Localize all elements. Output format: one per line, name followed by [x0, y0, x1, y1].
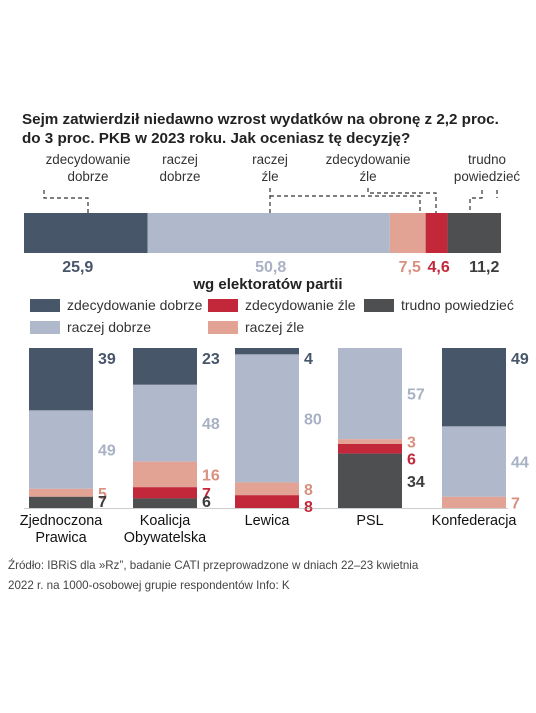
footnote-line-1: Źródło: IBRiS dla »Rz”, badanie CATI prz…: [8, 559, 419, 572]
party-bar-lewica-zdecydowanie-dobrze: [235, 348, 299, 355]
legend-label: zdecydowanie dobrze: [67, 297, 203, 313]
category-label-zdecydowanie-dobrze: zdecydowanie dobrze: [45, 152, 131, 184]
party-value-lewica-zdecydowanie-dobrze: 4: [304, 351, 313, 368]
leader-line-1: [43, 190, 89, 213]
party-bar-koalicja-trudno-powiedziec: [133, 498, 197, 508]
value-label-raczej-zle: 7,5: [399, 259, 421, 276]
legend-swatch: [364, 298, 394, 312]
party-value-konfederacja-raczej-zle: 7: [511, 495, 520, 512]
title-line-2: do 3 proc. PKB w 2023 roku. Jak oceniasz…: [22, 130, 411, 147]
party-value-lewica-zdecydowanie-zle: 8: [304, 499, 313, 516]
party-bar-zjednoczona-raczej-zle: [29, 488, 93, 497]
leader-line-5: [469, 190, 483, 213]
party-value-lewica-raczej-dobrze: 80: [304, 411, 322, 428]
party-bar-psl-trudno-powiedziec: [338, 453, 402, 508]
party-value-koalicja-raczej-zle: 16: [202, 467, 220, 484]
legend-item-raczej-zle: raczej źle: [208, 319, 304, 335]
bar-segment-raczej-dobrze: [147, 213, 390, 253]
party-value-konfederacja-zdecydowanie-dobrze: 49: [511, 351, 529, 368]
party-label-zjednoczona-line2: Prawica: [35, 530, 86, 546]
party-bar-lewica-raczej-zle: [235, 482, 299, 496]
leader-line-4: [367, 188, 437, 213]
party-bar-zjednoczona-zdecydowanie-dobrze: [29, 348, 93, 411]
party-label-koalicja: Koalicja: [140, 513, 190, 529]
legend-label: raczej źle: [245, 319, 305, 335]
party-bar-psl-raczej-dobrze: [338, 348, 402, 440]
party-bar-koalicja-raczej-dobrze: [133, 384, 197, 462]
category-label-zdecydowanie-zle: zdecydowanie źle: [325, 152, 411, 184]
legend-label: zdecydowanie źle: [245, 297, 356, 313]
section-title: wg elektoratów partii: [193, 276, 343, 293]
party-bar-konfederacja-raczej-dobrze: [442, 426, 506, 497]
bar-segment-raczej-zle: [389, 213, 426, 253]
legend-label: trudno powiedzieć: [401, 297, 514, 313]
party-value-psl-raczej-dobrze: 57: [407, 387, 425, 404]
party-bar-zjednoczona-trudno-powiedziec: [29, 496, 93, 508]
party-bar-koalicja-raczej-zle: [133, 461, 197, 488]
party-bar-zjednoczona-raczej-dobrze: [29, 410, 93, 489]
party-label-koalicja-line2: Obywatelska: [124, 530, 206, 546]
party-label-psl: PSL: [356, 513, 383, 529]
legend-swatch: [30, 320, 60, 334]
legend-swatch: [30, 298, 60, 312]
category-label-trudno-powiedziec: trudno powiedzieć: [453, 152, 521, 184]
value-label-trudno-powiedziec: 11,2: [469, 259, 499, 276]
bar-segment-zdecydowanie-dobrze: [24, 213, 148, 253]
party-value-koalicja-zdecydowanie-dobrze: 23: [202, 351, 220, 368]
title-line-1: Sejm zatwierdził niedawno wzrost wydatkó…: [22, 111, 499, 128]
legend-swatch: [208, 298, 238, 312]
legend-label: raczej dobrze: [67, 319, 152, 335]
party-label-konfederacja: Konfederacja: [432, 513, 517, 529]
party-value-zjednoczona-raczej-dobrze: 49: [98, 443, 116, 460]
legend-swatch: [208, 320, 238, 334]
party-label-zjednoczona: Zjednoczona: [20, 513, 102, 529]
party-value-koalicja-trudno-powiedziec: 6: [202, 494, 211, 511]
legend-item-zdecydowanie-zle: zdecydowanie źle: [208, 297, 356, 313]
value-label-zdecydowanie-zle: 4,6: [427, 259, 449, 276]
party-bar-konfederacja-raczej-zle: [442, 496, 506, 508]
category-label-raczej-dobrze: raczej dobrze: [159, 152, 201, 184]
party-bar-koalicja-zdecydowanie-zle: [133, 487, 197, 499]
source-footnote: Źródło: IBRiS dla »Rz”, badanie CATI prz…: [8, 556, 418, 596]
legend-item-zdecydowanie-dobrze: zdecydowanie dobrze: [30, 297, 202, 313]
party-value-lewica-raczej-zle: 8: [304, 482, 313, 499]
bar-segment-trudno-powiedziec: [447, 213, 501, 253]
category-label-raczej-zle: raczej źle: [252, 152, 288, 184]
party-value-koalicja-raczej-dobrze: 48: [202, 416, 220, 433]
party-bar-konfederacja-zdecydowanie-dobrze: [442, 348, 506, 427]
footnote-line-2: 2022 r. na 1000-osobowej grupie responde…: [8, 579, 290, 592]
party-value-zjednoczona-trudno-powiedziec: 7: [98, 494, 107, 511]
value-label-raczej-dobrze: 50,8: [255, 259, 286, 276]
party-bar-lewica-zdecydowanie-zle: [235, 495, 299, 508]
bar-segment-zdecydowanie-zle: [425, 213, 448, 253]
party-bar-psl-zdecydowanie-zle: [338, 444, 402, 454]
party-bar-koalicja-zdecydowanie-dobrze: [133, 348, 197, 385]
party-bar-lewica-raczej-dobrze: [235, 354, 299, 483]
chart-title: Sejm zatwierdził niedawno wzrost wydatkó…: [22, 110, 522, 148]
party-label-lewica: Lewica: [245, 513, 290, 529]
legend-item-raczej-dobrze: raczej dobrze: [30, 319, 151, 335]
party-value-psl-trudno-powiedziec: 34: [407, 474, 425, 491]
leader-line-3: [270, 195, 421, 213]
party-value-konfederacja-raczej-dobrze: 44: [511, 455, 529, 472]
party-value-koalicja-zdecydowanie-zle: 7: [202, 486, 211, 503]
value-label-zdecydowanie-dobrze: 25,9: [62, 259, 93, 276]
party-value-zjednoczona-zdecydowanie-dobrze: 39: [98, 351, 116, 368]
party-value-zjednoczona-raczej-zle: 5: [98, 486, 107, 503]
legend-item-trudno-powiedziec: trudno powiedzieć: [364, 297, 514, 313]
party-bar-psl-raczej-zle: [338, 439, 402, 444]
party-value-psl-zdecydowanie-zle: 6: [407, 452, 416, 469]
party-value-psl-raczej-zle: 3: [407, 435, 416, 452]
